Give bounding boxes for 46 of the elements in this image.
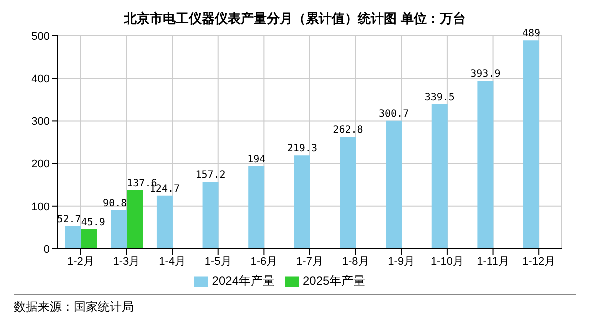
- data-label: 219.3: [287, 144, 318, 155]
- bar: [111, 210, 128, 249]
- x-tick-label: 1-7月: [296, 256, 324, 268]
- x-tick-label: 1-8月: [342, 256, 370, 268]
- bar: [432, 104, 448, 249]
- bar: [524, 40, 540, 249]
- y-tick-label: 500: [32, 30, 50, 43]
- legend-label: 2024年产量: [212, 274, 275, 288]
- data-label: 300.7: [379, 108, 410, 120]
- x-tick-label: 1-5月: [204, 256, 232, 268]
- data-label: 124.7: [150, 184, 180, 195]
- y-tick-label: 100: [32, 201, 50, 214]
- bar: [248, 166, 265, 249]
- x-tick-label: 1-10月: [430, 256, 464, 268]
- data-label: 339.5: [424, 92, 455, 104]
- data-label: 194: [248, 154, 266, 166]
- bar: [127, 190, 144, 249]
- chart-title: 北京市电工仪器仪表产量分月（累计值）统计图 单位：万台: [122, 10, 467, 28]
- legend-label: 2025年产量: [303, 274, 366, 288]
- bar: [65, 226, 82, 249]
- x-tick-label: 1-4月: [159, 256, 186, 268]
- x-tick-label: 1-11月: [477, 256, 510, 268]
- data-label: 157.2: [196, 170, 226, 182]
- x-tick-label: 1-12月: [522, 256, 556, 268]
- data-label: 45.9: [81, 217, 106, 228]
- bar: [386, 120, 402, 249]
- bar: [81, 229, 98, 249]
- data-label: 262.8: [333, 125, 364, 136]
- data-label: 489: [522, 28, 541, 40]
- x-tick-label: 1-9月: [388, 256, 416, 268]
- y-tick-label: 0: [44, 244, 50, 256]
- bar: [202, 182, 219, 249]
- x-tick-label: 1-2月: [67, 256, 94, 268]
- y-tick-label: 300: [32, 116, 50, 128]
- x-tick-label: 1-3月: [113, 256, 140, 268]
- y-tick-label: 200: [32, 158, 50, 171]
- bar: [294, 156, 310, 249]
- bar: [478, 81, 494, 249]
- y-tick-label: 400: [32, 74, 50, 86]
- data-label: 90.8: [103, 198, 128, 210]
- data-label: 52.7: [57, 214, 82, 226]
- x-tick-label: 1-6月: [250, 256, 278, 268]
- data-label: 393.9: [470, 69, 501, 80]
- source-note: 数据来源：国家统计局: [14, 300, 134, 314]
- bar: [340, 137, 356, 249]
- bar: [156, 196, 173, 249]
